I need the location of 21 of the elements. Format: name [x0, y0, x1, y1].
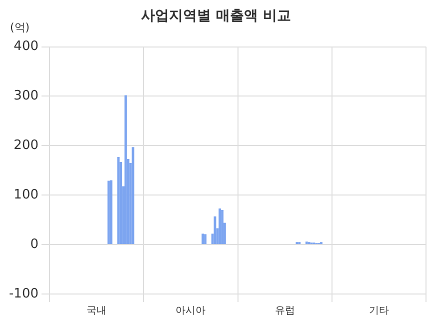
chart-title: 사업지역별 매출액 비교 — [141, 8, 291, 24]
y-tick-label: 400 — [14, 39, 39, 54]
x-tick-label: 국내 — [86, 306, 107, 317]
x-tick-label: 아시아 — [176, 306, 206, 317]
bar — [305, 242, 308, 244]
bar — [218, 208, 222, 244]
y-tick-label: 0 — [30, 236, 39, 252]
y-tick-label: -100 — [8, 286, 39, 302]
bar — [204, 234, 206, 244]
bar — [202, 234, 204, 244]
y-tick-label: 300 — [14, 88, 39, 104]
bar — [221, 210, 224, 244]
bar — [107, 180, 110, 244]
x-tick-label: 기타 — [368, 306, 389, 317]
y-axis-title: (억) — [10, 20, 30, 35]
bar — [110, 180, 112, 244]
y-tick-label: 200 — [14, 138, 39, 154]
bar — [124, 95, 127, 244]
bar — [117, 157, 120, 244]
x-tick-label: 유럽 — [274, 306, 295, 317]
y-tick-label: 100 — [14, 187, 39, 202]
